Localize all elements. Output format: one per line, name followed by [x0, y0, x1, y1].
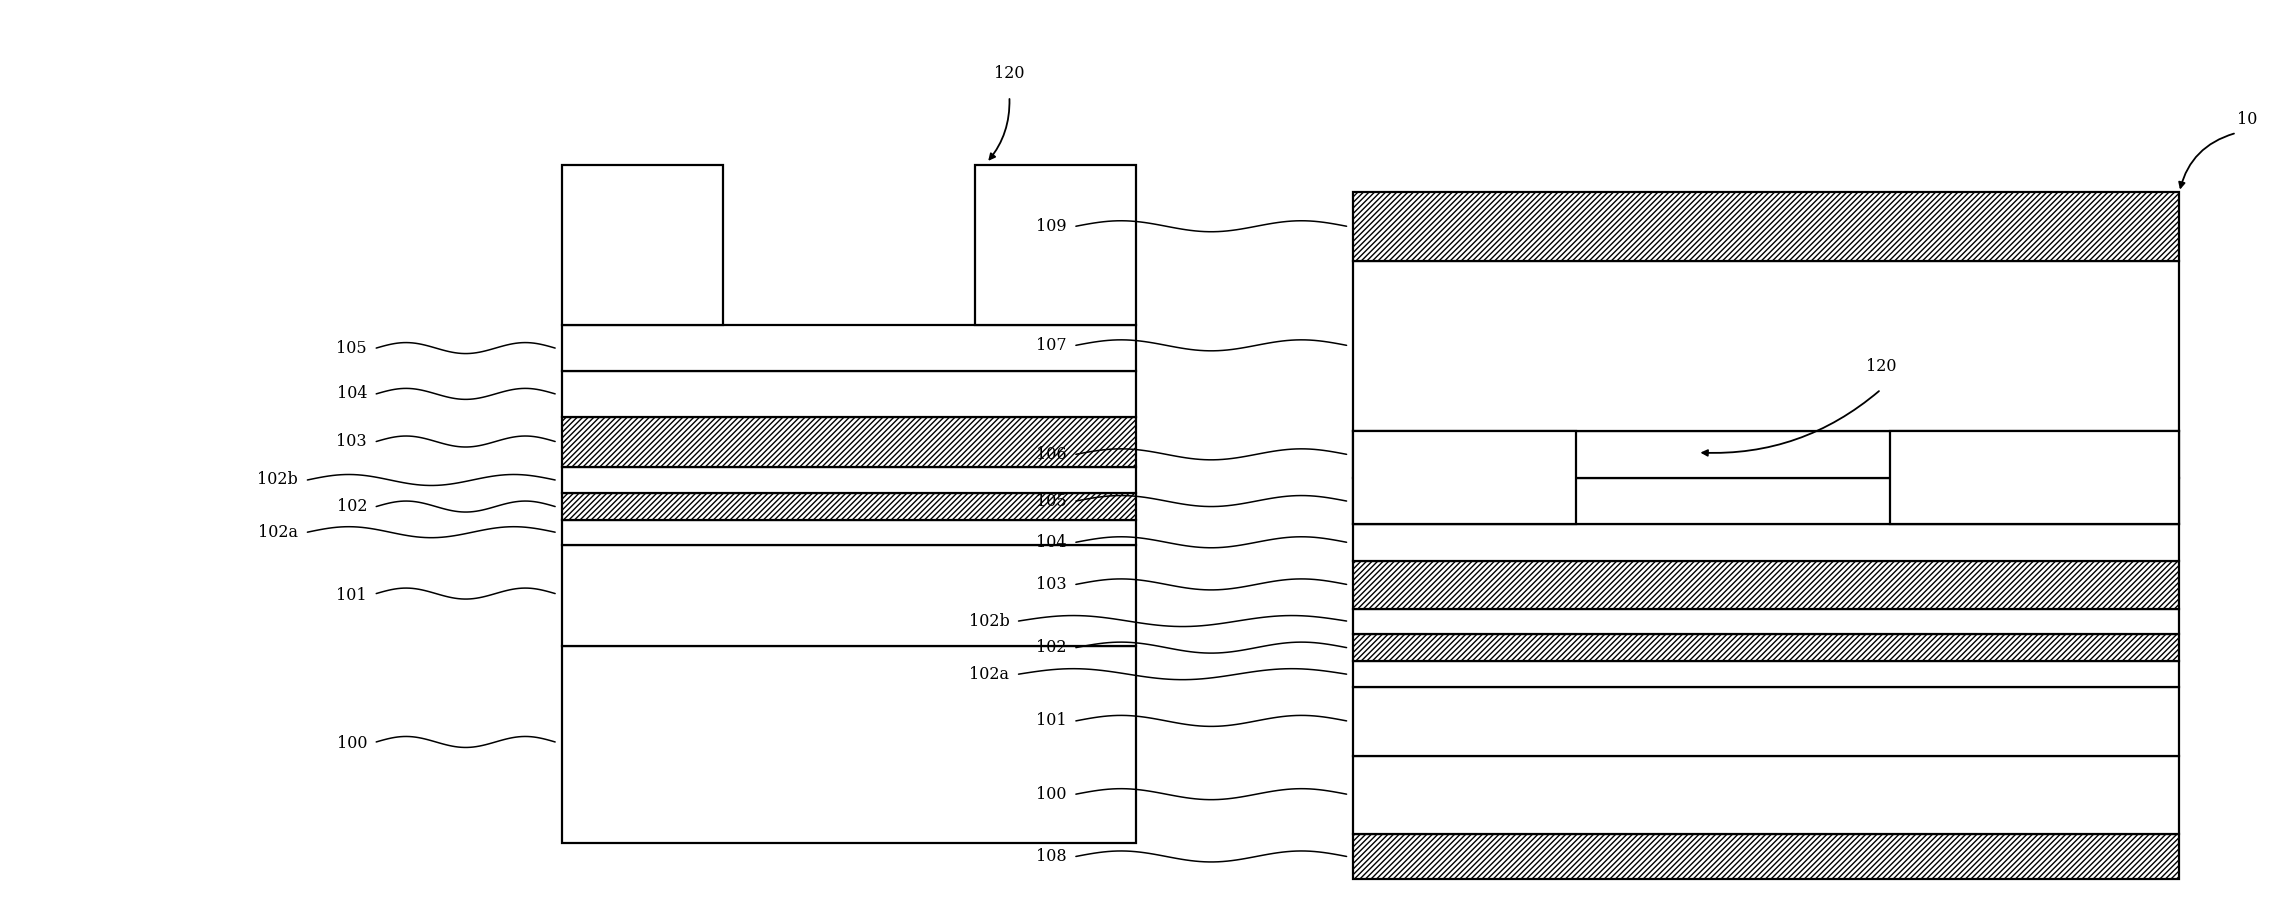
Text: 106: 106	[1037, 446, 1067, 463]
Bar	[1353, 524, 2179, 561]
Text: 109: 109	[1037, 218, 1067, 234]
Text: 10: 10	[2237, 111, 2257, 127]
Text: 103: 103	[1037, 576, 1067, 593]
Bar	[562, 371, 1136, 417]
Text: 107: 107	[1037, 337, 1067, 354]
Bar	[1353, 261, 2179, 431]
Text: 101: 101	[1037, 713, 1067, 729]
Bar	[1353, 609, 2179, 634]
Bar	[562, 467, 1136, 493]
Text: 103: 103	[337, 433, 367, 450]
Bar	[1353, 756, 2179, 834]
Bar	[1353, 661, 2179, 687]
Bar	[1353, 687, 2179, 756]
Text: 101: 101	[337, 587, 367, 604]
Bar	[1353, 478, 2179, 524]
Text: 100: 100	[1037, 786, 1067, 802]
Bar	[562, 417, 1136, 467]
Bar	[1353, 431, 2179, 478]
Text: 105: 105	[1037, 493, 1067, 509]
Bar	[1353, 634, 2179, 661]
Bar	[1353, 431, 1576, 524]
Text: 102a: 102a	[259, 524, 298, 540]
Text: 102b: 102b	[968, 613, 1009, 629]
Bar	[1353, 192, 2179, 261]
Bar	[562, 520, 1136, 545]
Text: 102: 102	[337, 498, 367, 515]
Text: 102a: 102a	[970, 666, 1009, 682]
Text: 108: 108	[1037, 848, 1067, 865]
Bar	[1890, 431, 2179, 524]
Bar	[562, 493, 1136, 520]
Bar	[562, 545, 1136, 646]
Text: 102: 102	[1037, 639, 1067, 656]
Text: 105: 105	[337, 340, 367, 356]
Bar	[1353, 561, 2179, 609]
Text: 102b: 102b	[257, 472, 298, 488]
Text: 104: 104	[337, 386, 367, 402]
Bar	[562, 165, 723, 325]
Text: 120: 120	[993, 65, 1025, 82]
Bar	[562, 646, 1136, 843]
Text: 104: 104	[1037, 534, 1067, 551]
Bar	[562, 325, 1136, 371]
Text: 100: 100	[337, 736, 367, 752]
Bar	[1353, 834, 2179, 879]
Text: 120: 120	[1865, 358, 1897, 375]
Bar	[975, 165, 1136, 325]
